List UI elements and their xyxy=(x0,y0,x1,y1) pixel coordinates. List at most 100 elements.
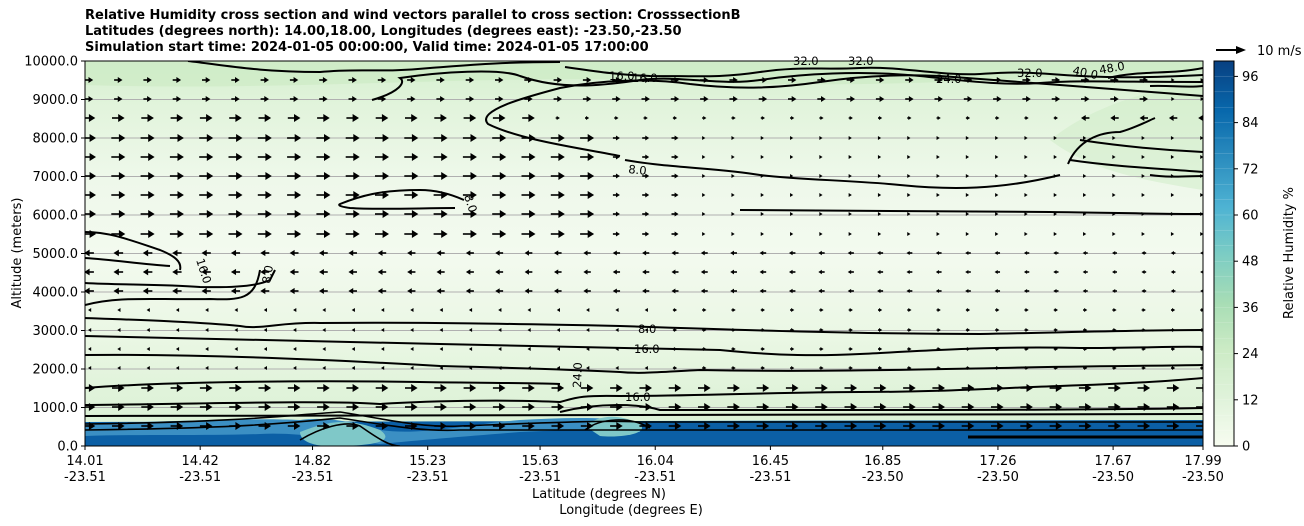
wind-vector-head xyxy=(616,422,623,430)
wind-vector xyxy=(1112,155,1116,159)
wind-vector xyxy=(175,366,180,370)
wind-vector xyxy=(140,210,155,218)
wind-vector-head xyxy=(704,422,711,430)
wind-vector-head xyxy=(113,249,119,257)
wind-vector xyxy=(819,232,823,236)
wind-vector-head xyxy=(206,230,214,238)
wind-vector-head xyxy=(877,174,882,178)
wind-vector xyxy=(995,116,1000,120)
wind-vector xyxy=(907,155,911,159)
wind-vector-head xyxy=(352,77,357,83)
wind-vector xyxy=(498,328,502,332)
wind-vector xyxy=(1081,96,1090,102)
wind-vector xyxy=(844,384,858,392)
wind-vector-head xyxy=(995,232,999,236)
wind-vector-head xyxy=(407,269,412,275)
wind-vector-head xyxy=(1168,115,1174,121)
wind-vector-head xyxy=(994,270,998,274)
wind-vector xyxy=(1112,270,1117,274)
wind-vector xyxy=(1168,115,1178,121)
wind-vector-head xyxy=(703,116,707,120)
wind-vector-head xyxy=(1054,116,1058,120)
wind-vector xyxy=(702,193,706,197)
wind-vector-head xyxy=(1053,155,1057,159)
wind-vector-head xyxy=(1054,328,1058,332)
wind-vector xyxy=(1082,289,1088,293)
wind-vector-head xyxy=(498,328,502,332)
wind-vector-head xyxy=(264,77,269,83)
wind-vector-head xyxy=(702,212,706,216)
wind-vector xyxy=(580,191,595,199)
wind-vector xyxy=(199,153,214,161)
wind-vector-head xyxy=(586,77,592,83)
wind-vector xyxy=(111,153,126,161)
wind-vector xyxy=(995,328,1000,332)
wind-vector xyxy=(169,172,184,180)
wind-vector-head xyxy=(879,308,883,312)
x-tick-label-lon: -23.51 xyxy=(407,470,449,485)
wind-vector xyxy=(907,136,911,140)
wind-vector xyxy=(230,268,241,276)
wind-vector xyxy=(788,96,797,102)
wind-vector-head xyxy=(909,384,916,392)
wind-vector xyxy=(671,288,679,294)
title-line-2: Latitudes (degrees north): 14.00,18.00, … xyxy=(85,24,682,39)
wind-vector-head xyxy=(235,403,242,411)
wind-vector xyxy=(433,153,448,161)
wind-vector-head xyxy=(524,269,529,275)
wind-vector-head xyxy=(407,250,412,256)
wind-vector-head xyxy=(377,288,383,294)
wind-vector-head xyxy=(529,172,536,180)
y-tick-label: 8000.0 xyxy=(33,132,79,147)
wind-vector xyxy=(287,422,301,430)
wind-vector-head xyxy=(615,366,619,370)
wind-vector xyxy=(582,77,592,83)
wind-vector xyxy=(875,96,885,102)
wind-vector xyxy=(553,96,562,102)
wind-vector xyxy=(1023,289,1030,293)
wind-vector-head xyxy=(1142,308,1146,312)
wind-vector-head xyxy=(528,384,535,392)
wind-vector xyxy=(375,153,389,161)
wind-vector xyxy=(785,422,799,430)
wind-vector-head xyxy=(1114,384,1121,392)
wind-vector xyxy=(287,114,301,122)
wind-vector xyxy=(877,155,882,159)
wind-vector xyxy=(1020,422,1033,430)
wind-vector-head xyxy=(85,249,90,257)
wind-vector-head xyxy=(1139,115,1145,121)
wind-vector xyxy=(405,114,418,122)
wind-vector xyxy=(434,114,447,122)
wind-vector-head xyxy=(877,212,882,216)
wind-vector xyxy=(142,268,153,276)
wind-vector-head xyxy=(206,210,214,218)
wind-vector xyxy=(731,212,735,216)
wind-vector xyxy=(146,328,150,332)
wind-vector-head xyxy=(381,403,389,411)
y-tick-label: 0.0 xyxy=(57,440,78,455)
wind-vector xyxy=(375,134,389,142)
wind-vector xyxy=(169,134,184,142)
wind-vector-head xyxy=(907,174,911,178)
wind-vector-head xyxy=(965,212,970,216)
wind-vector-head xyxy=(645,96,650,102)
wind-vector-head xyxy=(908,347,912,351)
wind-vector-head xyxy=(819,174,823,178)
wind-vector xyxy=(172,249,182,257)
wind-vector xyxy=(465,269,474,275)
wind-vector-head xyxy=(615,135,620,141)
wind-vector xyxy=(580,230,595,238)
wind-vector-head xyxy=(558,172,565,180)
wind-vector-head xyxy=(441,230,448,238)
wind-vector xyxy=(463,403,477,411)
wind-vector-head xyxy=(236,134,243,142)
wind-vector-head xyxy=(908,328,912,332)
wind-vector xyxy=(492,230,507,238)
wind-vector xyxy=(936,136,940,140)
wind-vector xyxy=(230,287,241,295)
wind-vector xyxy=(462,230,477,238)
wind-vector-head xyxy=(1200,289,1203,293)
wind-vector-head xyxy=(117,96,123,102)
wind-vector-head xyxy=(673,366,678,370)
wind-vector xyxy=(1200,136,1203,140)
